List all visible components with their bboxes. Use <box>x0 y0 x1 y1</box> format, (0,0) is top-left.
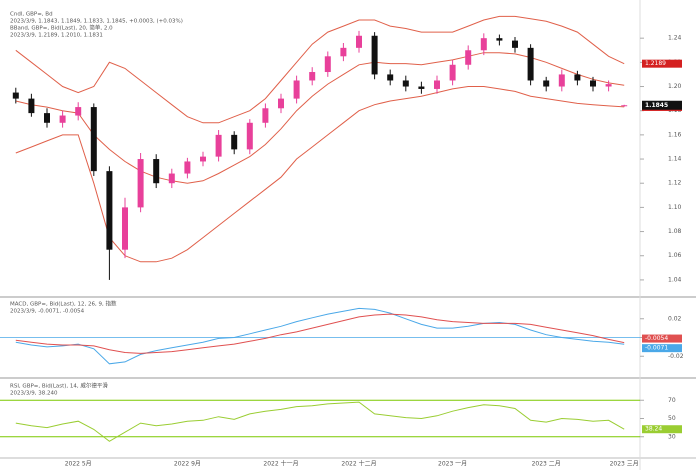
candle-body <box>153 159 160 184</box>
candle-body <box>59 115 66 123</box>
last-value-label: 38.24 <box>645 426 662 433</box>
candle-body <box>122 207 128 250</box>
indicator-line <box>15 86 625 263</box>
indicator-line <box>15 52 625 184</box>
x-tick-label: 2022 5月 <box>65 461 92 468</box>
candle-body <box>309 72 316 81</box>
candle-body <box>356 35 362 48</box>
candle-body <box>590 80 596 87</box>
candle-body <box>527 47 534 81</box>
candle-body <box>543 80 550 87</box>
candle-body <box>106 171 113 250</box>
candle-body <box>324 56 331 73</box>
candle-body <box>200 156 206 162</box>
y-tick-label: 30 <box>668 433 676 440</box>
y-tick-label: 50 <box>668 415 676 422</box>
candle-body <box>496 38 503 41</box>
candle-body <box>75 107 82 116</box>
panel-header: 2023/3/9, 38.240 <box>10 391 58 397</box>
candle-body <box>184 161 191 174</box>
y-tick-label: 1.08 <box>668 228 682 235</box>
y-tick-label: 1.24 <box>668 35 682 42</box>
candle-body <box>12 92 19 99</box>
panel-header: Cndl, GBP=, Bd <box>10 12 53 18</box>
candle-body <box>278 98 284 109</box>
y-tick-label: 0.02 <box>668 315 682 322</box>
panel-header: RSI, GBP=, Bid(Last), 14, 威尔德平滑 <box>10 382 108 390</box>
candle-body <box>293 80 300 99</box>
candle-body <box>44 113 50 123</box>
x-tick-label: 2022 十二月 <box>341 460 376 468</box>
y-tick-label: 1.12 <box>668 180 682 187</box>
last-value-label: -0.0071 <box>645 345 668 352</box>
candle-body <box>387 74 394 81</box>
last-value-label: -0.0054 <box>645 335 668 342</box>
indicator-line <box>15 313 625 354</box>
candle-body <box>137 159 144 208</box>
y-tick-label: 1.06 <box>668 252 682 259</box>
candle-body <box>434 80 440 89</box>
candle-body <box>512 40 518 48</box>
y-tick-label: 1.14 <box>668 156 682 163</box>
last-price-box <box>642 100 682 110</box>
y-tick-label: 70 <box>668 397 676 404</box>
candle-body <box>402 80 409 87</box>
candle-body <box>371 35 378 75</box>
candle-body <box>465 50 472 65</box>
candle-body <box>340 47 347 57</box>
candle-body <box>449 64 456 81</box>
x-tick-label: 2023 二月 <box>532 461 561 468</box>
last-price-label: 1.1845 <box>645 102 668 109</box>
panel-header: MACD, GBP=, Bid(Last), 12, 26, 9, 指数 <box>10 300 117 308</box>
candle-body <box>28 98 35 114</box>
last-value-box <box>642 59 682 68</box>
panel-header: 2023/3/9, 1.1843, 1.1849, 1.1833, 1.1845… <box>10 19 183 25</box>
indicator-line <box>15 401 625 442</box>
candle-body <box>621 105 628 107</box>
y-tick-label: 1.16 <box>668 131 682 138</box>
candle-body <box>262 108 269 123</box>
y-tick-label: -0.02 <box>668 353 684 360</box>
candle-body <box>574 74 581 81</box>
candle-body <box>605 84 612 87</box>
candle-body <box>231 134 238 150</box>
candle-body <box>558 74 565 87</box>
x-tick-label: 2023 三月 <box>610 461 639 468</box>
x-tick-label: 2022 9月 <box>174 461 201 468</box>
candle-body <box>246 122 253 150</box>
last-value-box <box>642 344 682 353</box>
candle-body <box>90 107 97 172</box>
candle-body <box>480 38 487 51</box>
panel-header: BBand, GBP=, Bid(Last), 20, 简单, 2.0 <box>10 24 113 32</box>
candle-body <box>418 86 425 89</box>
panel-header: 2023/3/9, -0.0071, -0.0054 <box>10 309 85 315</box>
last-value-box <box>642 334 682 343</box>
last-value-label: 1.2189 <box>645 60 666 67</box>
candle-body <box>168 173 175 184</box>
last-value-box <box>642 425 682 434</box>
indicator-line <box>15 15 625 124</box>
candle-body <box>215 134 222 157</box>
y-tick-label: 1.04 <box>668 276 682 283</box>
panel-header: 2023/3/9, 1.2189, 1.2010, 1.1831 <box>10 33 103 39</box>
indicator-line <box>15 307 625 365</box>
y-tick-label: 1.10 <box>668 204 682 211</box>
y-tick-label: 1.20 <box>668 83 682 90</box>
x-tick-label: 2022 十一月 <box>263 460 298 468</box>
x-tick-label: 2023 一月 <box>438 461 467 468</box>
